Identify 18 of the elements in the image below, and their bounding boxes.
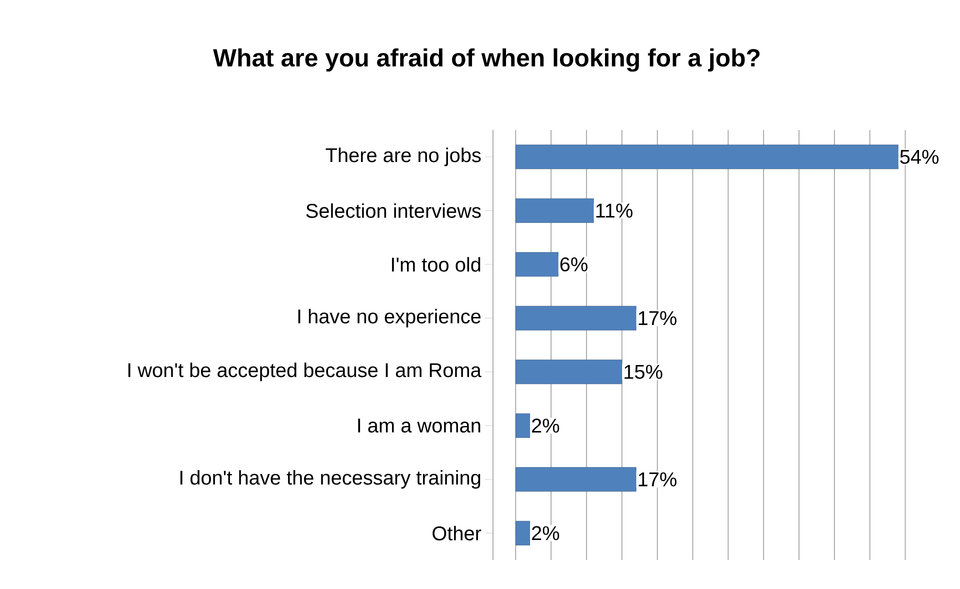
data-label: 2% (532, 526, 560, 540)
chart-title: What are you afraid of when looking for a job? (213, 48, 760, 72)
bar (515, 252, 558, 277)
y-tick-label: I am a woman (358, 418, 480, 433)
data-label: 15% (624, 364, 662, 379)
data-label: 6% (560, 257, 588, 272)
y-tick-label: I'm too old (392, 257, 480, 272)
y-tick-label: Selection interviews (306, 203, 481, 218)
y-tick-label: There are no jobs (326, 148, 481, 166)
y-tick-label: I have no experience (298, 308, 481, 328)
data-label: 17% (638, 311, 676, 326)
y-tick-label: Other (432, 526, 482, 540)
y-tick-label: I don't have the necessary training (180, 470, 480, 489)
data-label: 54% (900, 150, 939, 164)
y-tick-label: I won't be accepted because I am Roma (128, 362, 482, 382)
data-label: 2% (532, 418, 560, 433)
data-label: 17% (638, 472, 676, 486)
data-label: 11% (596, 204, 632, 218)
